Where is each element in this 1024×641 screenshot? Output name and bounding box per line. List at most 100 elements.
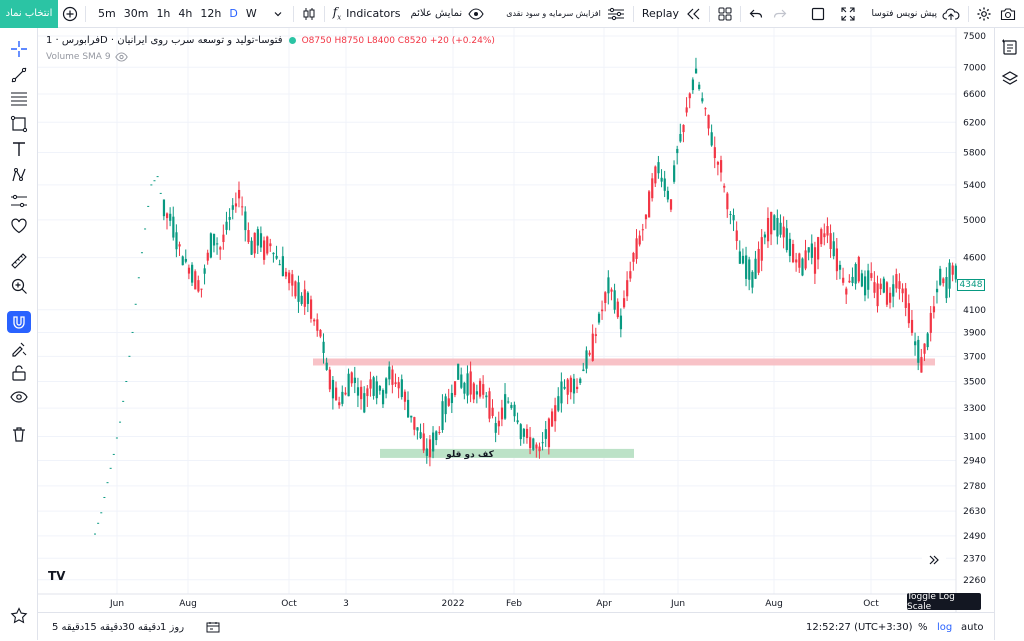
range-1d[interactable]: 1 روز [160,621,185,633]
resistance-zone [313,358,935,366]
candle-body [685,107,688,113]
candle-body [889,292,892,303]
candle-body [838,264,842,270]
crosshair-icon[interactable] [7,38,31,60]
candle-body [472,383,475,400]
candle-body [388,366,391,380]
candle-body [197,280,200,292]
timeframe-1h[interactable]: 1h [156,7,171,20]
candle-body [607,277,610,294]
unlock-icon[interactable] [7,362,31,384]
replay-button[interactable]: Replay [637,0,706,28]
timeframe-w[interactable]: W [245,7,257,20]
candle-body [569,377,572,393]
range-15m[interactable]: 15 دقیقه [84,621,123,633]
candle-body [500,407,504,420]
prediction-icon[interactable] [7,190,31,212]
clock-time[interactable]: 12:52:27 (UTC+3:30) [806,621,913,633]
timeframe-4h[interactable]: 4h [178,7,193,20]
candle-body [579,378,582,384]
volume-sma-label[interactable]: Volume SMA 9 [46,52,111,62]
timeframe-5m[interactable]: 5m [98,7,116,20]
log-toggle[interactable]: log [937,621,953,633]
heart-icon[interactable] [7,215,31,237]
candle-body [632,253,635,262]
candle-body [867,270,870,290]
time-tick-label: Aug [179,599,197,609]
candles-icon[interactable] [297,0,321,28]
templates-button[interactable]: نمایش علائم [406,0,490,28]
candle-body [601,309,604,312]
candle-body [648,191,651,218]
candle-body [338,402,341,406]
candle-body [848,280,851,283]
timeframe-12h[interactable]: 12h [200,7,222,20]
zoom-icon[interactable] [7,275,31,297]
candle-body [234,203,238,207]
candle-body [854,264,857,284]
chevron-down-icon[interactable] [266,0,290,28]
separator [632,5,634,22]
candle-body [184,258,187,262]
text-icon[interactable] [7,138,31,160]
range-30m[interactable]: 30 دقیقه [122,621,161,633]
candle-body [300,295,303,304]
publish-draft-button[interactable]: پیش نویس فتوسا [866,0,965,28]
magnet-icon[interactable] [7,311,31,333]
capital-increase-button[interactable]: افزایش سرمایه و سود نقدی [501,0,630,28]
sliders-icon [607,7,625,21]
price-tick-label: 4600 [963,254,986,264]
candle-body [851,276,854,283]
pattern-icon[interactable] [7,164,31,186]
auto-toggle[interactable]: auto [961,621,984,633]
price-tick-label: 6600 [963,90,986,100]
candle-body [278,264,281,266]
candle-body [212,233,216,246]
candle-body [216,243,219,245]
eye-visibility-icon[interactable] [114,52,128,62]
trend-line-icon[interactable] [7,64,31,86]
fullscreen-square-icon[interactable] [806,0,830,28]
redo-icon[interactable] [768,0,792,28]
trash-icon[interactable] [7,423,31,445]
candle-body [735,230,738,241]
candle-body [776,217,779,237]
candle-body [669,199,673,210]
candle-body [707,114,710,129]
timeframe-d[interactable]: D [229,7,238,20]
layout-grid-icon[interactable] [713,0,737,28]
lock-draw-icon[interactable] [7,337,31,359]
candle-body [250,240,253,255]
candle-body [817,237,820,260]
price-chart[interactable]: 7500 7000 6600 6200 5800 5400 5000 4600 4100 3900… [38,28,994,612]
candle-body [791,243,795,263]
rectangle-icon[interactable] [7,113,31,135]
percent-toggle[interactable]: % [918,621,928,633]
ruler-icon[interactable] [7,250,31,272]
range-5m[interactable]: 5 دقیقه [52,621,85,633]
time-tick-label: 2022 [442,599,465,609]
eye-icon[interactable] [7,386,31,408]
scroll-to-realtime-button[interactable] [922,549,946,571]
symbol-search-button[interactable]: انتخاب نماد [0,0,58,28]
chart-pane[interactable]: 7500 7000 6600 6200 5800 5400 5000 4600 4100 3900… [38,28,994,612]
undo-icon[interactable] [744,0,768,28]
timeframe-30m[interactable]: 30m [123,7,149,20]
candle-body [541,442,544,444]
add-symbol-icon[interactable] [58,0,82,28]
watchlist-icon[interactable] [998,36,1022,58]
camera-icon[interactable] [996,0,1020,28]
fib-icon[interactable] [7,88,31,110]
candle-body [644,214,648,220]
candle-body [757,248,760,273]
price-tick-label: 4100 [963,306,986,316]
layers-icon[interactable] [998,68,1022,90]
star-icon[interactable] [7,605,31,627]
candle-body [416,427,419,431]
candle-body [732,214,735,221]
symbol-title[interactable]: فرابورس · 1D · فتوسا-تولید و توسعه سرب ر… [46,35,283,46]
settings-gear-icon[interactable] [972,0,996,28]
expand-icon[interactable] [836,0,860,28]
date-range-icon[interactable] [206,613,220,641]
indicators-button[interactable]: fx Indicators [328,0,406,28]
